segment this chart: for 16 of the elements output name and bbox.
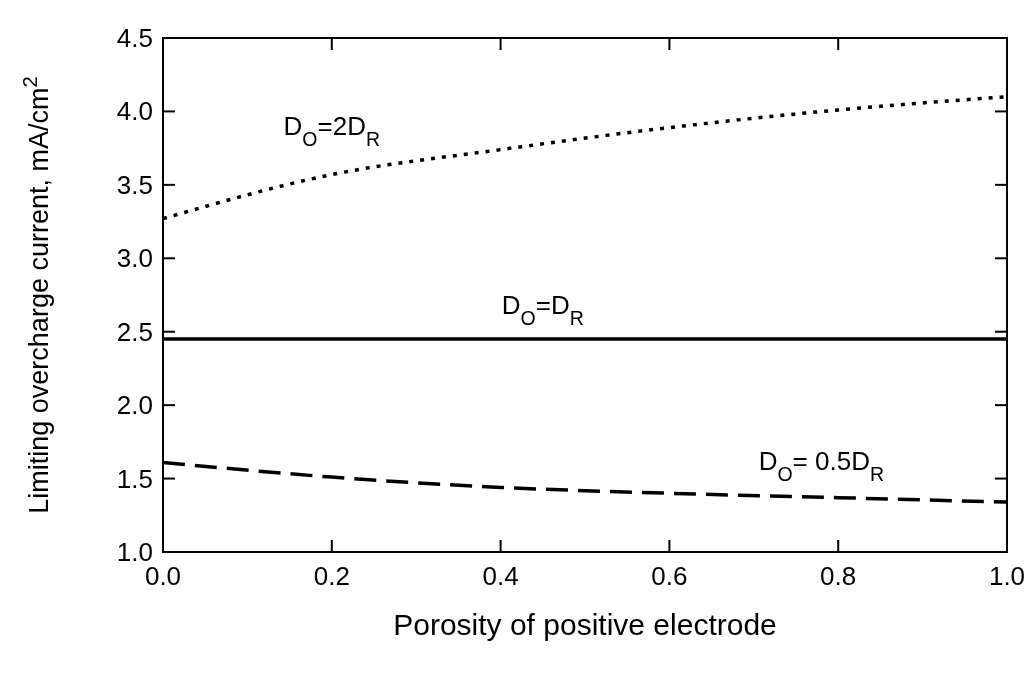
y-tick-label: 3.5	[116, 169, 153, 200]
y-tick-label: 3.0	[116, 243, 153, 274]
y-tick-label: 4.5	[116, 23, 153, 53]
x-tick-label: 1.0	[988, 561, 1026, 591]
y-tick-label: 2.5	[116, 316, 153, 347]
x-tick-label: 0.6	[651, 561, 688, 591]
y-tick-label: 2.0	[116, 390, 153, 421]
x-tick-label: 0.2	[313, 561, 350, 591]
x-axis-title: Porosity of positive electrode	[393, 608, 777, 641]
series-label: D$_{O}$= 0.5D$_{R}$	[758, 445, 885, 485]
series-label: D$_{O}$=2D$_{R}$	[283, 110, 381, 150]
y-tick-label: 1.5	[116, 463, 153, 494]
y-tick-label: 4.0	[116, 96, 153, 127]
series-label: D$_{O}$=D$_{R}$	[501, 290, 584, 330]
x-tick-label: 0.8	[820, 561, 857, 591]
x-tick-label: 0.4	[482, 561, 519, 591]
